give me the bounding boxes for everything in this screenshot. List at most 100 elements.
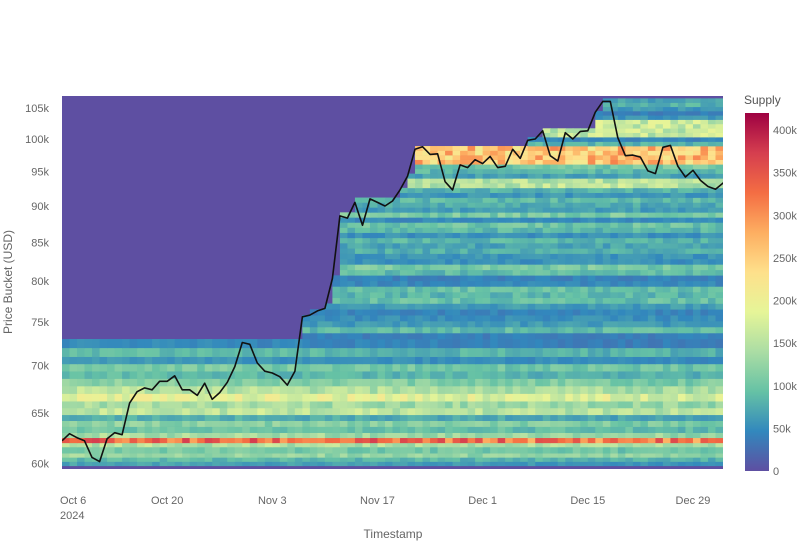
heatmap-cell [535, 150, 544, 156]
heatmap-cell [407, 178, 416, 184]
heatmap-cell [490, 253, 499, 260]
heatmap-cell [392, 258, 401, 265]
heatmap-cell [144, 407, 153, 416]
heatmap-cell [204, 420, 213, 427]
heatmap-cell [677, 183, 687, 189]
heatmap-cell [670, 253, 679, 260]
heatmap-cell [670, 378, 679, 387]
heatmap-cell [595, 202, 604, 208]
heatmap-cell [542, 292, 551, 299]
heatmap-cell [324, 339, 334, 349]
heatmap-cell [309, 414, 318, 421]
heatmap-cell [557, 442, 566, 448]
heatmap-cell [580, 315, 589, 322]
heatmap-cell [640, 297, 649, 304]
heatmap-cell [662, 132, 672, 138]
heatmap-cell [572, 309, 581, 316]
heatmap-cell [662, 264, 672, 271]
heatmap-cell [572, 363, 581, 372]
heatmap-cell [535, 339, 544, 349]
heatmap-cell [490, 332, 499, 340]
heatmap-cell [550, 297, 559, 304]
heatmap-cell [347, 315, 356, 322]
heatmap-cell [527, 207, 536, 213]
heatmap-cell [505, 197, 514, 203]
heatmap-cell [685, 347, 694, 357]
heatmap-cell [339, 326, 349, 334]
heatmap-cell [677, 237, 687, 244]
heatmap-cell [557, 197, 566, 203]
heatmap-cell [580, 178, 589, 184]
heatmap-cell [242, 347, 251, 357]
heatmap-cell [625, 119, 634, 125]
heatmap-cell [324, 420, 334, 427]
heatmap-cell [152, 446, 161, 454]
heatmap-cell [632, 303, 641, 310]
heatmap-cell [595, 155, 604, 160]
heatmap-cell [445, 253, 454, 260]
heatmap-cell [264, 442, 273, 448]
heatmap-cell [339, 457, 349, 462]
heatmap-cell [490, 146, 499, 151]
heatmap-cell [595, 253, 604, 260]
heatmap-cell [467, 264, 476, 271]
heatmap-cell [62, 446, 71, 454]
heatmap-cell [700, 168, 709, 174]
heatmap-cell [595, 164, 604, 170]
heatmap-cell [640, 309, 649, 316]
heatmap-cell [535, 243, 544, 249]
heatmap-cell [77, 371, 86, 379]
heatmap-cell [159, 347, 168, 357]
heatmap-cell [302, 461, 311, 467]
heatmap-cell [557, 253, 566, 260]
heatmap-cell [625, 457, 634, 462]
heatmap-cell [294, 442, 303, 448]
heatmap-cell [542, 286, 551, 293]
heatmap-cell [715, 453, 723, 458]
heatmap-cell [437, 173, 446, 179]
heatmap-cell [715, 303, 723, 310]
heatmap-cell [475, 363, 484, 372]
heatmap-cell [137, 457, 146, 462]
heatmap-cell [152, 437, 161, 444]
heatmap-cell [670, 332, 679, 340]
heatmap-cell [670, 243, 679, 249]
heatmap-cell [700, 102, 709, 108]
heatmap-cell [377, 303, 386, 310]
heatmap-cell [632, 183, 641, 189]
heatmap-cell [92, 437, 101, 444]
heatmap-cell [527, 150, 536, 156]
heatmap-cell [347, 386, 356, 394]
heatmap-cell [640, 386, 649, 394]
heatmap-cell [707, 453, 717, 458]
heatmap-cell [707, 237, 717, 244]
heatmap-cell [632, 227, 641, 233]
heatmap-cell [452, 207, 461, 213]
heatmap-cell [572, 356, 581, 365]
heatmap-cell [557, 347, 566, 357]
heatmap-cell [467, 292, 476, 299]
heatmap-cell [662, 243, 672, 249]
heatmap-cell [595, 414, 604, 421]
heatmap-cell [347, 227, 356, 233]
x-tick-label: Oct 20 [151, 495, 183, 507]
heatmap-cell [700, 326, 709, 334]
heatmap-cell [677, 292, 687, 299]
heatmap-cell [572, 207, 581, 213]
heatmap-cell [602, 237, 611, 244]
heatmap-cell [625, 442, 634, 448]
heatmap-cell [167, 347, 176, 357]
heatmap-cell [279, 442, 288, 448]
heatmap-cell [580, 168, 589, 174]
heatmap-cell [685, 426, 694, 433]
heatmap-cell [550, 159, 559, 165]
heatmap-cell [490, 437, 499, 444]
heatmap-cell [647, 173, 656, 179]
heatmap-cell [602, 137, 611, 142]
heatmap-cell [257, 453, 266, 458]
heatmap-cell [144, 453, 153, 458]
heatmap-cell [542, 461, 551, 467]
heatmap-cell [535, 141, 544, 147]
heatmap-cell [632, 243, 641, 249]
heatmap-cell [159, 432, 168, 439]
